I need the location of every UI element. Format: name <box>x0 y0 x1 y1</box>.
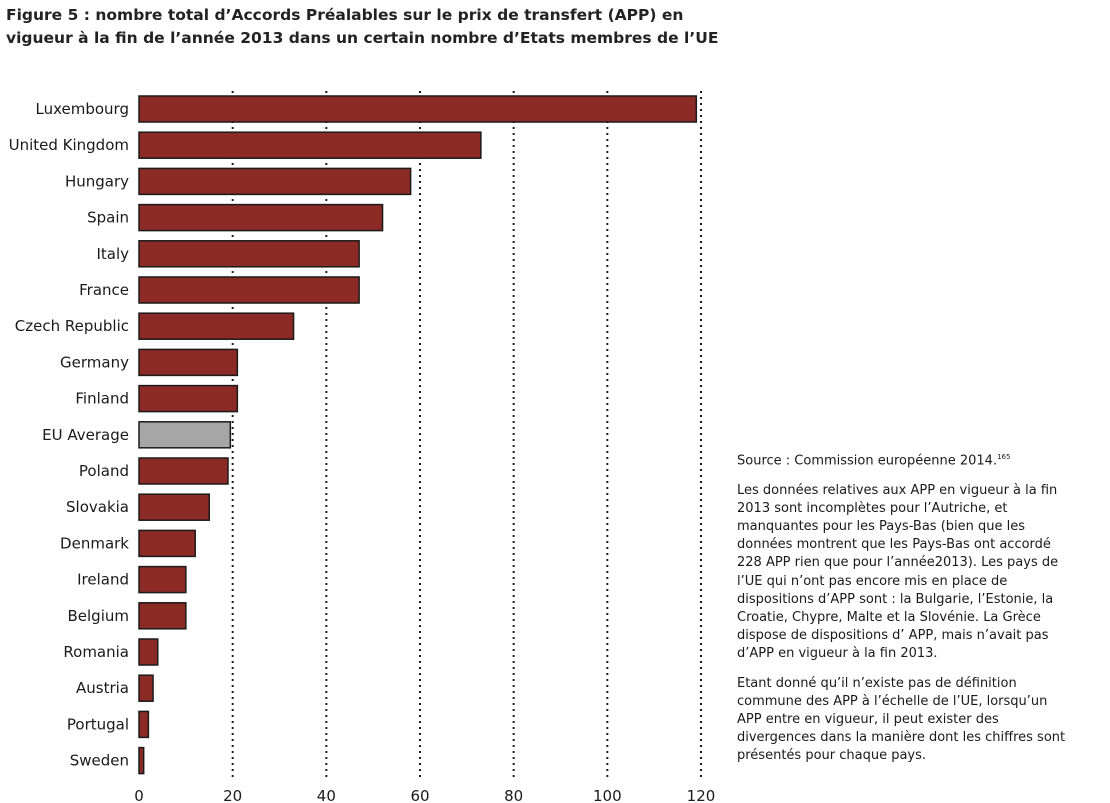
bar-czech-republic <box>138 312 295 340</box>
x-tick-label-120: 120 <box>687 787 716 803</box>
category-label-romania: Romania <box>63 643 129 661</box>
category-label-sweden: Sweden <box>70 752 129 770</box>
bar-chart: Luxembourg United Kingdom Hungary Spain Ital… <box>9 91 715 803</box>
category-label-austria: Austria <box>76 679 129 697</box>
x-axis-tick-labels: 0 20 40 60 80 100 120 <box>134 787 715 803</box>
source-note: Source : Commission européenne 2014.165 <box>737 448 1072 471</box>
bar-ireland <box>138 565 187 594</box>
source-text: Source : Commission européenne 2014. <box>737 453 998 469</box>
category-label-spain: Spain <box>87 209 129 227</box>
bar-eu-average <box>138 421 232 449</box>
category-label-luxembourg: Luxembourg <box>36 100 130 118</box>
bar-slovakia <box>138 493 210 521</box>
bar-spain <box>138 203 384 232</box>
category-label-finland: Finland <box>75 390 129 408</box>
category-label-poland: Poland <box>79 462 129 480</box>
figure-title-line-2: vigueur à la fin de l’année 2013 dans un… <box>6 29 719 47</box>
bar-belgium <box>138 602 187 630</box>
bar-italy <box>138 240 360 268</box>
bar-finland <box>138 384 239 413</box>
bar-hungary <box>138 167 412 196</box>
x-tick-label-80: 80 <box>504 787 523 803</box>
category-label-eu-average: EU Average <box>42 426 129 444</box>
category-label-belgium: Belgium <box>68 607 130 625</box>
category-label-germany: Germany <box>60 353 129 371</box>
bar-austria <box>138 674 154 702</box>
category-label-ireland: Ireland <box>77 571 129 589</box>
x-tick-label-60: 60 <box>410 787 429 803</box>
x-tick-label-40: 40 <box>317 787 336 803</box>
category-label-france: France <box>79 281 129 299</box>
bar-france <box>138 276 360 304</box>
x-tick-label-100: 100 <box>593 787 622 803</box>
bar-sweden <box>138 746 145 775</box>
category-label-hungary: Hungary <box>65 172 129 190</box>
figure-title-line-1: Figure 5 : nombre total d’Accords Préala… <box>6 6 684 24</box>
note-paragraph-2: Etant donné qu’il n’existe pas de défini… <box>737 675 1066 764</box>
bar-poland <box>138 457 229 485</box>
note-paragraph-1: Les données relatives aux APP en vigueur… <box>737 482 1059 662</box>
bar-denmark <box>138 529 196 558</box>
notes-panel: Source : Commission européenne 2014.165 … <box>737 448 1072 777</box>
category-label-slovakia: Slovakia <box>66 498 129 516</box>
x-tick-label-20: 20 <box>223 787 242 803</box>
bars <box>138 95 698 775</box>
bar-united-kingdom <box>138 131 482 159</box>
bar-luxembourg <box>138 95 698 123</box>
category-label-czech-republic: Czech Republic <box>15 317 129 335</box>
x-tick-label-0: 0 <box>134 787 144 803</box>
bar-romania <box>138 638 159 666</box>
category-label-italy: Italy <box>96 245 129 263</box>
category-label-denmark: Denmark <box>60 534 129 552</box>
category-label-united-kingdom: United Kingdom <box>9 136 129 154</box>
source-footnote-ref: 165 <box>997 453 1011 461</box>
category-labels: Luxembourg United Kingdom Hungary Spain Ital… <box>9 100 130 770</box>
bar-portugal <box>138 710 150 739</box>
figure-title: Figure 5 : nombre total d’Accords Préala… <box>6 4 766 50</box>
category-label-portugal: Portugal <box>67 715 129 733</box>
bar-germany <box>138 348 239 377</box>
